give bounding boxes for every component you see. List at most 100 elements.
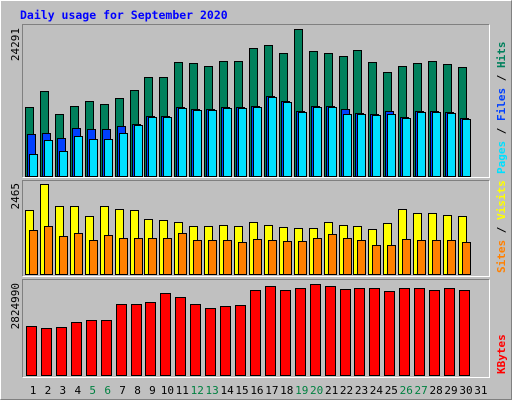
bar <box>148 117 157 177</box>
bar <box>193 240 202 275</box>
bar <box>238 108 247 177</box>
bar <box>208 110 217 177</box>
x-tick-label: 28 <box>429 384 442 397</box>
x-tick-label: 6 <box>104 384 111 397</box>
bar <box>41 328 52 376</box>
bar <box>89 139 98 177</box>
bar <box>372 245 381 275</box>
bar <box>328 234 337 275</box>
legend-entry: KBytes <box>495 334 508 374</box>
x-tick-label: 18 <box>280 384 293 397</box>
bar <box>208 240 217 275</box>
bar <box>86 320 97 376</box>
legend-separator: / <box>495 220 508 240</box>
bar <box>354 288 365 376</box>
legend: Sites / Visits <box>495 180 508 273</box>
x-tick-label: 22 <box>340 384 353 397</box>
bar <box>178 233 187 275</box>
bar <box>56 327 67 376</box>
bar <box>432 112 441 177</box>
y-tick-label: 2465 <box>9 183 22 210</box>
x-tick-label: 15 <box>235 384 248 397</box>
panel-edge-dark <box>22 24 490 178</box>
bar <box>44 140 53 177</box>
bar <box>223 240 232 275</box>
x-tick-label: 23 <box>355 384 368 397</box>
bar <box>462 242 471 275</box>
bar <box>343 114 352 177</box>
legend-entry: Hits <box>495 42 508 69</box>
bar <box>357 114 366 177</box>
bar <box>119 133 128 177</box>
bar <box>328 107 337 177</box>
panel-edge-light <box>22 279 490 378</box>
bar <box>372 115 381 177</box>
bar <box>145 302 156 376</box>
x-tick-label: 5 <box>89 384 96 397</box>
x-tick-label: 25 <box>385 384 398 397</box>
panel-edge-light <box>22 24 490 178</box>
chart-title: Daily usage for September 2020 <box>20 8 228 22</box>
bar <box>163 117 172 177</box>
bar <box>414 288 425 376</box>
bar <box>238 242 247 275</box>
bar <box>384 291 395 376</box>
legend-entry: Pages <box>495 141 508 174</box>
x-tick-label: 4 <box>74 384 81 397</box>
bar <box>253 107 262 177</box>
legend-separator: / <box>495 121 508 141</box>
bar <box>325 286 336 376</box>
bar <box>417 112 426 177</box>
bar <box>178 108 187 177</box>
x-tick-label: 10 <box>161 384 174 397</box>
bar <box>459 290 470 376</box>
bar <box>313 238 322 275</box>
bar <box>399 288 410 376</box>
x-tick-label: 24 <box>370 384 384 397</box>
y-tick-label: 24291 <box>9 28 22 61</box>
bar <box>340 289 351 376</box>
legend-separator: / <box>495 68 508 88</box>
bar <box>432 240 441 275</box>
bar <box>44 226 53 275</box>
bar <box>71 322 82 376</box>
bar <box>235 305 246 376</box>
bar <box>220 306 231 376</box>
bar <box>131 304 142 376</box>
bar <box>310 284 321 376</box>
x-tick-label: 3 <box>60 384 67 397</box>
bar <box>89 240 98 275</box>
bar <box>429 290 440 376</box>
x-tick-label: 2 <box>45 384 52 397</box>
bar <box>265 286 276 376</box>
bar <box>313 107 322 177</box>
bar <box>298 112 307 177</box>
bar <box>134 238 143 275</box>
bar <box>74 136 83 177</box>
bar <box>447 113 456 177</box>
bar <box>369 288 380 376</box>
bar <box>417 240 426 275</box>
bar <box>29 154 38 177</box>
bar <box>447 240 456 275</box>
bar <box>59 236 68 275</box>
bar <box>444 288 455 376</box>
bar <box>295 288 306 376</box>
x-tick-label: 13 <box>206 384 219 397</box>
bar <box>402 118 411 177</box>
x-tick-label: 1 <box>30 384 37 397</box>
bar <box>26 326 37 376</box>
bar <box>29 230 38 275</box>
x-tick-label: 30 <box>459 384 472 397</box>
y-tick-label: 2824990 <box>9 283 22 329</box>
bar <box>283 241 292 275</box>
x-tick-label: 14 <box>220 384 234 397</box>
bar <box>104 139 113 177</box>
x-tick-label: 11 <box>176 384 189 397</box>
x-tick-label: 20 <box>310 384 323 397</box>
x-tick-label: 9 <box>149 384 156 397</box>
bar <box>280 290 291 376</box>
